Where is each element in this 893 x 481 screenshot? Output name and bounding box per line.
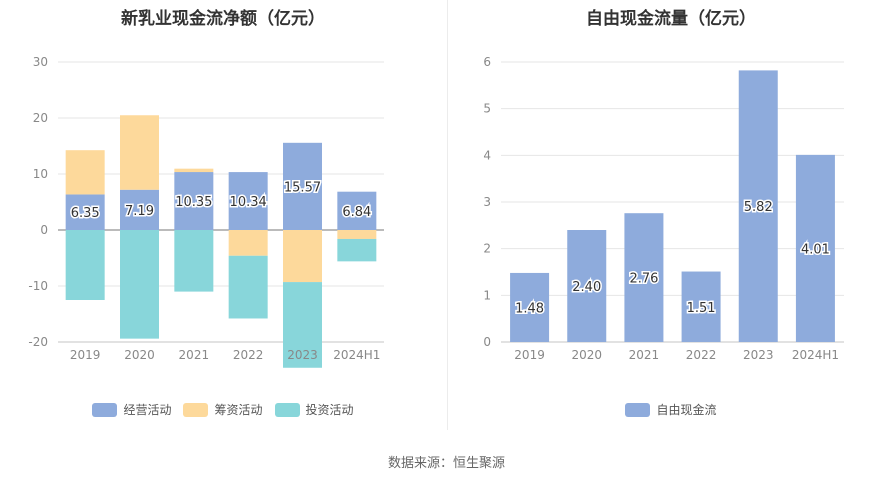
data-label: 1.48 <box>515 301 544 316</box>
x-tick-label: 2022 <box>686 348 717 362</box>
data-label: 10.35 <box>175 195 212 210</box>
cashflow-chart-plot: -20 -10 0 10 20 30 2019 6.35 2020 7.19 2021 10.35 20… <box>28 55 384 368</box>
chart-title: 自由现金流量（亿元） <box>586 9 756 29</box>
y-tick-label: -20 <box>28 335 48 349</box>
legend-item[interactable]: 筹资活动 <box>183 401 263 418</box>
fcf-chart-legend: 自由现金流 <box>449 401 893 418</box>
bar <box>228 172 268 230</box>
bar <box>567 230 607 342</box>
legend-label: 投资活动 <box>305 403 354 417</box>
bar <box>174 168 214 173</box>
legend-swatch <box>92 402 118 417</box>
legend-item[interactable]: 经营活动 <box>92 401 171 418</box>
bar <box>65 230 105 300</box>
x-tick-label: 2019 <box>514 348 545 362</box>
legend-swatch <box>625 402 651 417</box>
y-tick-label: 4 <box>483 148 491 162</box>
bar <box>120 189 159 230</box>
legend-label: 筹资活动 <box>214 403 263 417</box>
bar <box>65 194 105 230</box>
x-tick-label: 2024H1 <box>333 348 380 362</box>
bar <box>174 230 214 292</box>
legend-item[interactable]: 投资活动 <box>274 401 354 418</box>
x-tick-label: 2024H1 <box>792 348 839 362</box>
chart-title: 新乳业现金流净额（亿元） <box>121 9 325 29</box>
bar <box>228 230 268 256</box>
y-tick-label: 2 <box>483 242 491 256</box>
bar <box>795 154 835 342</box>
x-tick-label: 2019 <box>70 348 101 362</box>
bar <box>174 172 214 230</box>
x-tick-label: 2021 <box>629 348 660 362</box>
bar <box>283 230 322 283</box>
x-tick-label: 2020 <box>571 348 602 362</box>
bar <box>738 70 778 343</box>
data-label: 2.40 <box>572 280 601 295</box>
data-label: 4.01 <box>801 242 830 257</box>
legend-swatch <box>183 402 209 417</box>
y-tick-label: 0 <box>483 335 491 349</box>
y-tick-label: 20 <box>33 111 48 125</box>
bar <box>510 272 550 342</box>
data-label: 2.76 <box>629 272 658 287</box>
bar <box>228 255 268 319</box>
bar <box>337 191 377 230</box>
x-tick-label: 2020 <box>124 348 155 362</box>
legend-item[interactable]: 自由现金流 <box>625 401 717 418</box>
data-label: 15.57 <box>284 180 321 195</box>
y-tick-label: 0 <box>40 223 48 237</box>
y-tick-label: 5 <box>483 102 491 116</box>
y-tick-label: 3 <box>483 195 491 209</box>
x-tick-label: 2023 <box>287 348 318 362</box>
panel-divider <box>447 0 448 430</box>
bar <box>624 213 664 342</box>
data-label: 7.19 <box>125 204 154 219</box>
bar <box>283 142 322 230</box>
data-label: 6.84 <box>342 205 371 220</box>
y-tick-label: 10 <box>33 167 48 181</box>
cashflow-chart-panel: 新乳业现金流净额（亿元） -20 -10 0 10 20 30 2019 6.35 2020 7.… <box>0 0 446 440</box>
data-source-note: 数据来源：恒生聚源 <box>387 456 505 471</box>
y-tick-label: -10 <box>28 279 48 293</box>
cashflow-chart-legend: 经营活动 筹资活动 投资活动 <box>0 401 446 418</box>
legend-swatch <box>274 402 300 417</box>
legend-label: 自由现金流 <box>656 403 717 417</box>
bar <box>65 150 105 195</box>
legend-label: 经营活动 <box>123 403 172 417</box>
x-tick-label: 2022 <box>233 348 264 362</box>
bar <box>681 271 721 342</box>
data-label: 10.34 <box>230 195 267 210</box>
bar <box>120 230 159 339</box>
x-tick-label: 2023 <box>743 348 774 362</box>
data-label: 6.35 <box>71 206 100 221</box>
bar <box>283 282 322 368</box>
data-label: 5.82 <box>744 200 773 215</box>
bar <box>120 115 159 190</box>
y-tick-label: 6 <box>483 55 491 69</box>
y-tick-label: 30 <box>33 55 48 69</box>
bar <box>337 238 377 262</box>
fcf-chart-plot: 0 1 2 3 4 5 6 2019 1.48 2020 2.40 2021 2.76 2022 1.51 2… <box>483 55 844 362</box>
bar <box>337 230 377 239</box>
x-tick-label: 2021 <box>179 348 210 362</box>
data-label: 1.51 <box>687 301 716 316</box>
y-tick-label: 1 <box>483 288 491 302</box>
fcf-chart-panel: 自由现金流量（亿元） 0 1 2 3 4 5 6 2019 1.48 2020 2.40 2021 2.… <box>449 0 893 440</box>
